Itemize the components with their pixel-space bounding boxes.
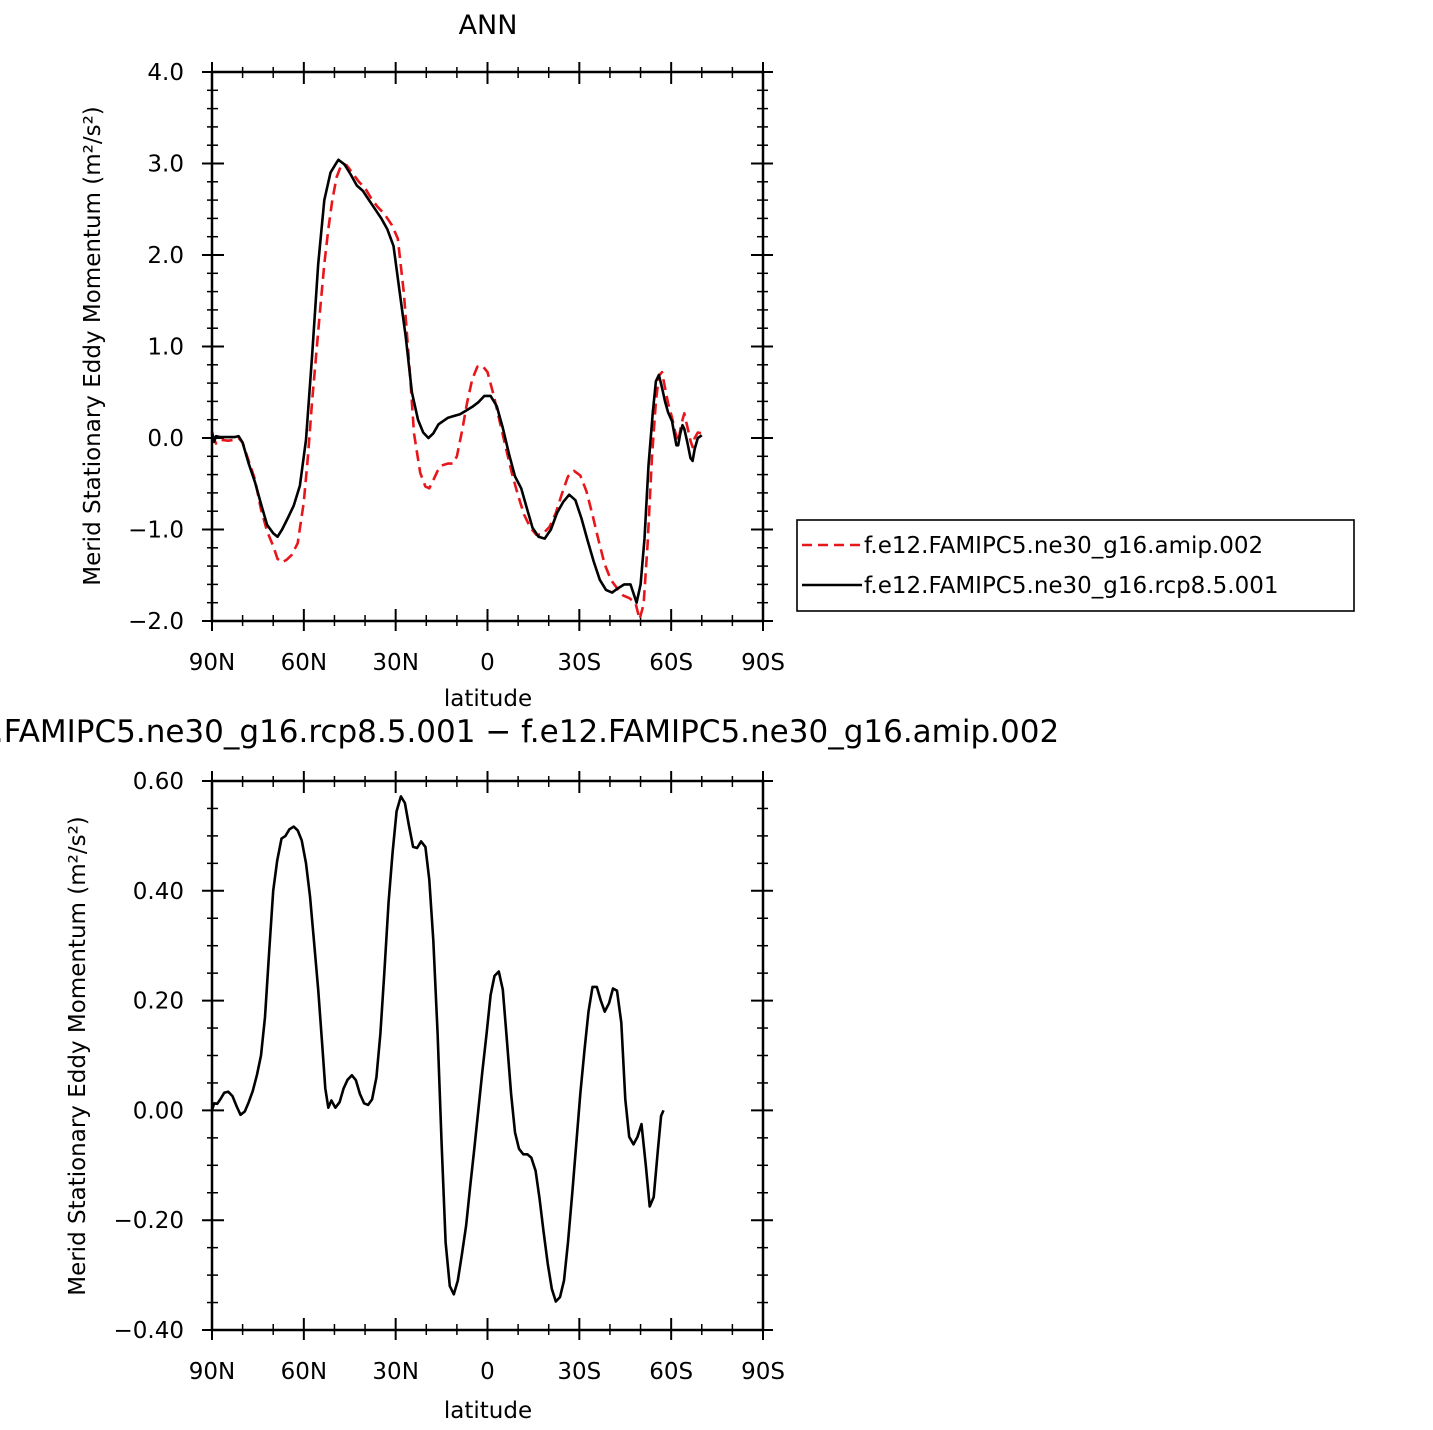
top-x-tick-label: 90S: [741, 650, 785, 676]
bottom-x-tick-label: 60N: [281, 1359, 327, 1385]
bottom-y-tick-label: 0.60: [133, 769, 184, 795]
top-y-tick-label: 2.0: [147, 243, 184, 269]
bottom-y-tick-label: 0.40: [133, 879, 184, 905]
top-chart-title: ANN: [459, 10, 518, 41]
top-y-axis-label: Merid Stationary Eddy Momentum (m²/s²): [80, 106, 106, 586]
top-y-tick-label: −1.0: [128, 518, 184, 544]
bottom-series-line-0: [210, 795, 665, 1303]
top-y-tick-label: 1.0: [147, 335, 184, 361]
bottom-x-tick-label: 30N: [372, 1359, 418, 1385]
top-x-tick-label: 30S: [557, 650, 601, 676]
top-x-axis-label: latitude: [444, 686, 532, 712]
bottom-x-tick-label: 30S: [557, 1359, 601, 1385]
bottom-x-axis-label: latitude: [444, 1398, 532, 1424]
bottom-y-axis-label: Merid Stationary Eddy Momentum (m²/s²): [65, 816, 91, 1296]
bottom-panel: f.e12.FAMIPC5.ne30_g16.rcp8.5.001 − f.e1…: [0, 714, 1059, 1424]
bottom-plot-frame: [210, 779, 765, 1332]
bottom-chart-title: f.e12.FAMIPC5.ne30_g16.rcp8.5.001 − f.e1…: [0, 714, 1059, 750]
top-x-tick-label: 60N: [281, 650, 327, 676]
bottom-y-tick-label: −0.20: [114, 1208, 184, 1234]
top-y-tick-label: −2.0: [128, 609, 184, 635]
top-y-tick-label: 3.0: [147, 152, 184, 178]
top-x-tick-label: 30N: [372, 650, 418, 676]
top-series-line-1: [210, 158, 703, 604]
bottom-x-tick-label: 90N: [189, 1359, 235, 1385]
bottom-y-tick-label: −0.40: [114, 1318, 184, 1344]
bottom-y-tick-label: 0.20: [133, 989, 184, 1015]
legend-label-amip: f.e12.FAMIPC5.ne30_g16.amip.002: [864, 533, 1263, 559]
bottom-x-tick-label: 0: [480, 1359, 495, 1385]
legend-label-rcp85: f.e12.FAMIPC5.ne30_g16.rcp8.5.001: [864, 573, 1278, 599]
bottom-x-tick-label: 90S: [741, 1359, 785, 1385]
bottom-y-tick-label: 0.00: [133, 1098, 184, 1124]
legend-box: [796, 519, 1355, 612]
top-y-tick-label: 4.0: [147, 60, 184, 86]
top-series-line-0: [210, 162, 703, 621]
top-x-tick-label: 90N: [189, 650, 235, 676]
top-panel: ANN Merid Stationary Eddy Momentum (m²/s…: [80, 10, 1355, 712]
top-plot-frame: [210, 70, 765, 623]
bottom-x-tick-label: 60S: [649, 1359, 693, 1385]
top-x-tick-label: 0: [480, 650, 495, 676]
top-x-tick-label: 60S: [649, 650, 693, 676]
top-legend: f.e12.FAMIPC5.ne30_g16.amip.002 f.e12.FA…: [796, 519, 1355, 612]
top-y-tick-label: 0.0: [147, 426, 184, 452]
